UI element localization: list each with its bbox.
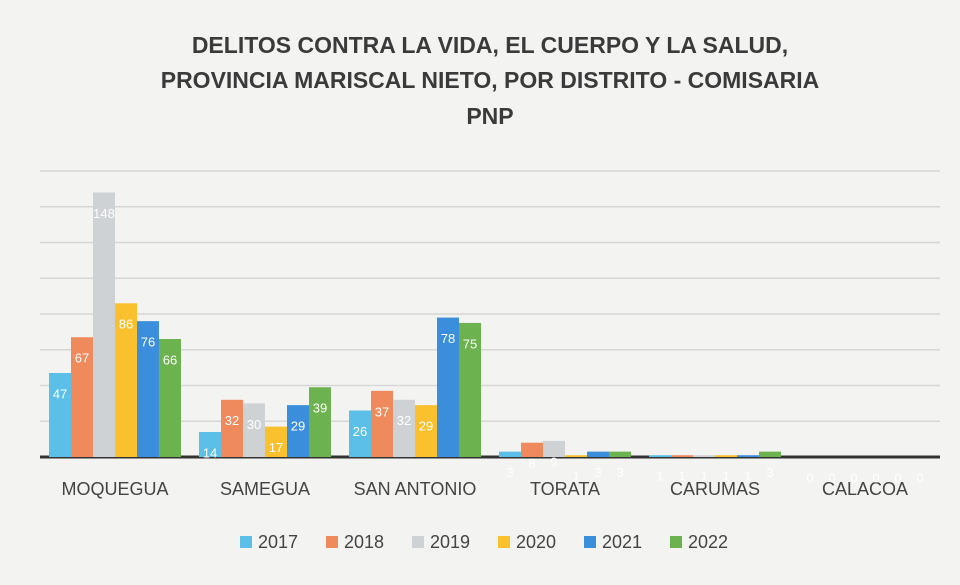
chart-title: PROVINCIA MARISCAL NIETO, POR DISTRITO -…: [161, 67, 820, 93]
legend-label: 2019: [430, 532, 470, 552]
data-label: 3: [616, 465, 623, 480]
bar: [415, 405, 437, 457]
chart-title: DELITOS CONTRA LA VIDA, EL CUERPO Y LA S…: [192, 32, 788, 58]
data-label: 78: [441, 331, 455, 346]
bar: [715, 455, 737, 457]
data-label: 1: [722, 469, 729, 484]
legend-label: 2022: [688, 532, 728, 552]
bar: [499, 451, 521, 457]
data-label: 0: [806, 470, 813, 485]
data-label: 47: [53, 386, 67, 401]
data-label: 26: [353, 424, 367, 439]
bar: [521, 442, 543, 457]
data-label: 29: [419, 419, 433, 434]
bar: [243, 403, 265, 457]
data-label: 3: [766, 465, 773, 480]
bar: [115, 303, 137, 457]
data-label: 3: [506, 465, 513, 480]
data-label: 67: [75, 351, 89, 366]
data-label: 32: [397, 413, 411, 428]
data-label: 1: [572, 469, 579, 484]
data-label: 0: [828, 470, 835, 485]
data-label: 30: [247, 417, 261, 432]
data-label: 8: [528, 456, 535, 471]
legend-swatch: [498, 536, 510, 548]
data-label: 0: [894, 470, 901, 485]
data-label: 0: [872, 470, 879, 485]
data-label: 1: [700, 469, 707, 484]
legend-label: 2021: [602, 532, 642, 552]
bar: [459, 322, 481, 457]
data-label: 1: [678, 469, 685, 484]
bar: [49, 372, 71, 457]
bar: [587, 451, 609, 457]
data-label: 32: [225, 413, 239, 428]
bar: [309, 387, 331, 457]
x-tick-label: SAN ANTONIO: [354, 479, 477, 499]
bar: [437, 317, 459, 457]
bar: [93, 192, 115, 457]
bar: [693, 455, 715, 457]
data-label: 86: [119, 317, 133, 332]
bar: [221, 399, 243, 457]
bar: [371, 390, 393, 457]
data-label: 9: [550, 454, 557, 469]
data-label: 1: [656, 469, 663, 484]
data-label: 1: [744, 469, 751, 484]
bar: [393, 399, 415, 457]
bar: [159, 339, 181, 457]
data-label: 14: [203, 445, 217, 460]
data-label: 29: [291, 419, 305, 434]
bar: [649, 455, 671, 457]
legend-swatch: [584, 536, 596, 548]
data-label: 75: [463, 336, 477, 351]
x-tick-label: TORATA: [530, 479, 600, 499]
legend-label: 2018: [344, 532, 384, 552]
bar: [199, 431, 221, 457]
legend-swatch: [240, 536, 252, 548]
legend-swatch: [326, 536, 338, 548]
data-label: 37: [375, 404, 389, 419]
bar: [265, 426, 287, 457]
x-tick-label: MOQUEGUA: [61, 479, 168, 499]
bar: [759, 451, 781, 457]
legend-swatch: [670, 536, 682, 548]
legend-swatch: [412, 536, 424, 548]
bar: [565, 455, 587, 457]
bar: [287, 405, 309, 457]
x-tick-label: SAMEGUA: [220, 479, 310, 499]
data-label: 3: [594, 465, 601, 480]
data-label: 39: [313, 401, 327, 416]
bar: [609, 451, 631, 457]
bar: [543, 440, 565, 457]
x-tick-label: CALACOA: [822, 479, 908, 499]
legend-label: 2017: [258, 532, 298, 552]
data-label: 66: [163, 352, 177, 367]
bar: [137, 321, 159, 457]
bar: [671, 455, 693, 457]
bar: [349, 410, 371, 457]
bar: [71, 337, 93, 457]
chart-title: PNP: [466, 103, 513, 129]
x-tick-label: CARUMAS: [670, 479, 760, 499]
data-label: 0: [916, 470, 923, 485]
data-label: 76: [141, 335, 155, 350]
legend-label: 2020: [516, 532, 556, 552]
data-label: 0: [850, 470, 857, 485]
data-label: 17: [269, 440, 283, 455]
bar: [737, 455, 759, 457]
data-label: 148: [93, 206, 115, 221]
